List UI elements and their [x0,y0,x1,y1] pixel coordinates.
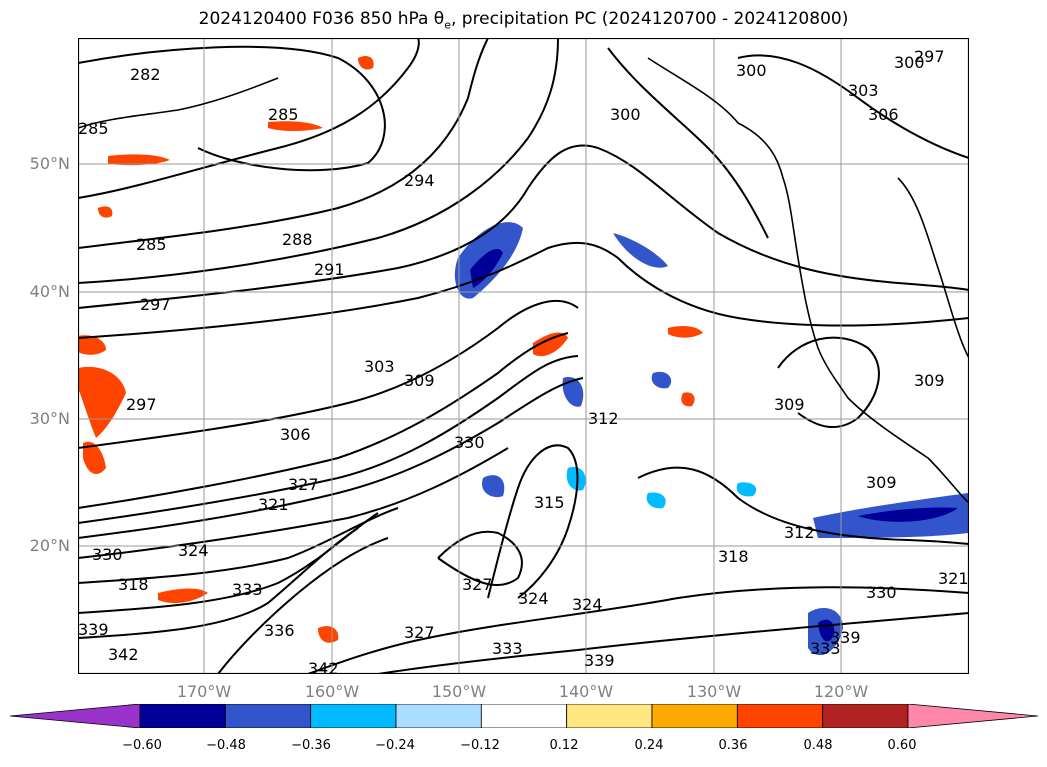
contour-label: 318 [718,547,749,566]
contour-label: 297 [914,47,945,66]
colorbar-cell [480,704,568,728]
lat-label-20n: 20°N [29,536,70,555]
contour-label: 324 [572,595,603,614]
colorbar-cell [224,704,312,728]
map-title: 2024120400 F036 850 hPa θe, precipitatio… [198,9,849,32]
contour-label: 333 [232,580,263,599]
contour-label: 282 [130,65,161,84]
contour-label: 303 [848,81,879,100]
colorbar-cell [651,704,738,728]
contour-label: 300 [736,61,767,80]
contour-label: 297 [126,395,157,414]
contour-label: 303 [364,357,395,376]
lon-label-140w: 140°W [558,682,614,701]
lon-label-160w: 160°W [304,682,360,701]
colorbar-extend-low [10,704,141,728]
colorbar-tick: −0.12 [460,738,500,753]
contour-label: 285 [136,235,167,254]
colorbar-tick: −0.24 [375,738,415,753]
precip-shading [78,56,968,656]
contour-label: 309 [404,371,435,390]
contour-label: 339 [584,651,615,670]
contour-label: 324 [178,541,209,560]
contour-label: 309 [914,371,945,390]
colorbar-cell [822,704,909,728]
contour-label: 288 [282,230,313,249]
colorbar-cell [736,704,824,728]
contour-label: 321 [258,495,289,514]
contour-label: 318 [118,575,149,594]
colorbar-cell [310,704,397,728]
theta-e-contours [78,38,969,674]
contour-label: 297 [140,295,171,314]
contour-label: 327 [404,623,435,642]
contour-label: 315 [534,493,565,512]
colorbar-cell [395,704,482,728]
contour-label: 309 [774,395,805,414]
contour-label: 312 [588,409,619,428]
colorbar-tick: 0.12 [549,738,579,753]
contour-label: 285 [78,119,109,138]
colorbar-tick: −0.48 [206,738,246,753]
contour-label-group: 282 285 285 285 288 291 294 297 297 300 … [78,47,969,674]
lat-label-50n: 50°N [29,154,70,173]
lon-label-150w: 150°W [431,682,487,701]
colorbar-extend-high [907,704,1038,728]
contour-label: 306 [280,425,311,444]
contour-label: 294 [404,171,435,190]
colorbar-cell [139,704,226,728]
contour-label: 330 [92,545,123,564]
contour-label: 327 [288,475,319,494]
lon-label-120w: 120°W [813,682,869,701]
contour-label: 300 [894,53,925,72]
colorbar-tick: 0.36 [718,738,748,753]
contour-label: 291 [314,260,345,279]
contour-label: 330 [454,433,485,452]
colorbar-tick: 0.48 [803,738,833,753]
contour-label: 333 [492,639,523,658]
colorbar-tick: 0.60 [887,738,917,753]
lon-label-130w: 130°W [686,682,742,701]
contour-label: 300 [610,105,641,124]
contour-label: 339 [78,620,109,639]
coastline [78,38,969,504]
map-border [78,38,969,674]
contour-label: 330 [866,583,897,602]
colorbar-tick: −0.60 [122,738,162,753]
contour-label: 306 [868,105,899,124]
contour-label: 333 [810,639,841,658]
colorbar-tick: −0.36 [291,738,331,753]
lat-label-40n: 40°N [29,282,70,301]
contour-label: 285 [268,105,299,124]
map-plot: 282 285 285 285 288 291 294 297 297 300 … [78,38,969,674]
contour-label: 342 [308,659,339,674]
graticule [78,38,969,674]
lon-label-170w: 170°W [176,682,232,701]
lat-label-30n: 30°N [29,409,70,428]
colorbar [10,704,1038,728]
contour-label: 339 [830,628,861,647]
contour-label: 309 [866,473,897,492]
contour-label: 321 [938,569,969,588]
contour-label: 336 [264,621,295,640]
colorbar-tick: 0.24 [634,738,664,753]
colorbar-cell [566,704,653,728]
contour-label: 342 [108,645,139,664]
contour-label: 327 [462,575,493,594]
contour-label: 324 [518,589,549,608]
contour-label: 312 [784,523,815,542]
